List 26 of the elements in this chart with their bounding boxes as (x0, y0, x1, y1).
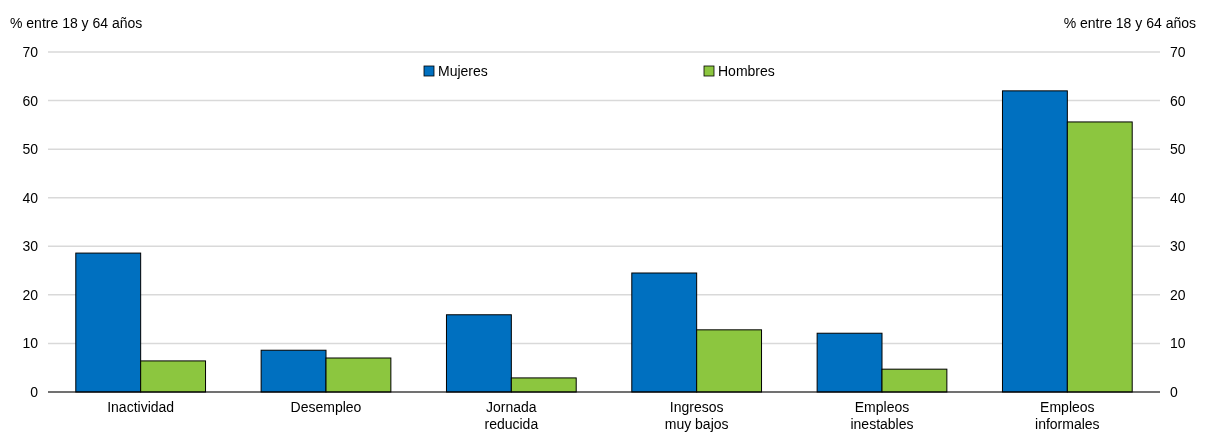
y-tick-label: 60 (22, 92, 39, 109)
x-tick-label: Ingresos muy bajos (664, 399, 729, 432)
y2-tick-label: 20 (1170, 286, 1186, 303)
y-tick-label: 40 (22, 189, 39, 206)
y2-tick-label: 10 (1170, 335, 1186, 352)
y-tick-label: 70 (22, 43, 39, 60)
y-tick-label: 0 (30, 383, 39, 400)
legend-label: Mujeres (438, 63, 488, 79)
y2-tick-label: 0 (1170, 383, 1178, 400)
y-tick-label: 20 (22, 286, 39, 303)
x-tick-label: Inactividad (107, 399, 175, 415)
x-tick-label: Empleos informales (1035, 399, 1100, 432)
x-tick-label: Desempleo (290, 399, 362, 415)
x-tick-label: Jornada reducida (484, 399, 539, 432)
y2-tick-label: 40 (1170, 189, 1186, 206)
y-tick-label: 10 (22, 335, 39, 352)
y2-tick-label: 60 (1170, 92, 1186, 109)
y-tick-label: 50 (22, 141, 39, 158)
y2-tick-label: 70 (1170, 43, 1186, 60)
y2-tick-label: 30 (1170, 238, 1186, 255)
y-tick-label: 30 (22, 238, 39, 255)
legend-label: Hombres (718, 63, 775, 79)
y-axis-title: % entre 18 y 64 años (10, 15, 143, 31)
y2-axis-title: % entre 18 y 64 años (1063, 15, 1196, 31)
y2-tick-label: 50 (1170, 141, 1186, 158)
x-tick-label: Empleos inestables (850, 399, 914, 432)
